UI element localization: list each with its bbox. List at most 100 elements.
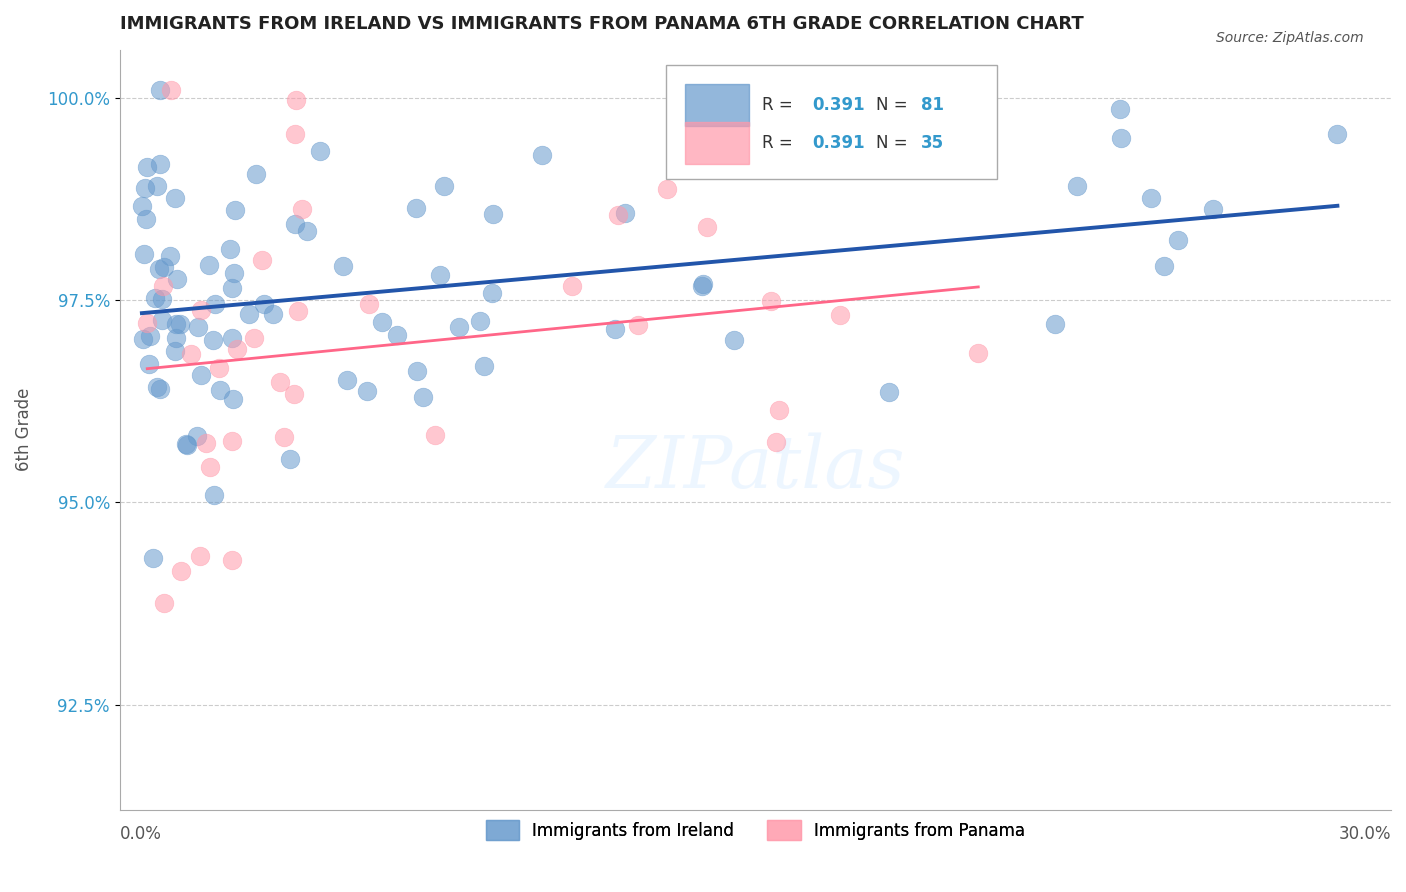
Point xyxy=(423,428,446,442)
Point xyxy=(149,382,172,396)
Point xyxy=(134,247,156,261)
Point xyxy=(238,307,260,321)
Point xyxy=(197,258,219,272)
Point xyxy=(269,375,291,389)
Point xyxy=(1140,191,1163,205)
Point xyxy=(696,220,718,235)
Point xyxy=(332,259,354,273)
Point xyxy=(165,331,187,345)
Point xyxy=(447,320,470,334)
Point xyxy=(1108,102,1130,116)
Point xyxy=(169,564,191,578)
Point xyxy=(1326,127,1348,141)
Point xyxy=(531,147,554,161)
Point xyxy=(160,83,183,97)
Y-axis label: 6th Grade: 6th Grade xyxy=(15,388,32,471)
Point xyxy=(828,308,851,322)
Point xyxy=(219,243,242,257)
Point xyxy=(273,429,295,443)
Point xyxy=(169,318,191,332)
Point xyxy=(186,429,208,443)
Point xyxy=(284,93,307,107)
Point xyxy=(135,212,157,227)
Point xyxy=(187,320,209,334)
Point xyxy=(208,383,231,397)
Point xyxy=(967,346,990,360)
Point xyxy=(142,550,165,565)
Point xyxy=(165,318,187,332)
Text: Source: ZipAtlas.com: Source: ZipAtlas.com xyxy=(1216,31,1364,45)
Point xyxy=(159,249,181,263)
Point xyxy=(221,392,243,406)
FancyBboxPatch shape xyxy=(685,122,749,164)
Point xyxy=(614,206,637,220)
Text: 81: 81 xyxy=(921,95,943,113)
Point xyxy=(149,156,172,170)
Text: 30.0%: 30.0% xyxy=(1339,825,1391,843)
Text: 0.391: 0.391 xyxy=(813,134,865,152)
Point xyxy=(180,346,202,360)
Point xyxy=(561,279,583,293)
Text: 0.0%: 0.0% xyxy=(120,825,162,843)
Point xyxy=(176,438,198,452)
Point xyxy=(243,331,266,345)
Point xyxy=(136,316,159,330)
Point xyxy=(150,293,173,307)
Point xyxy=(224,203,246,218)
Text: 0.391: 0.391 xyxy=(813,95,865,113)
Point xyxy=(1201,202,1223,216)
Point xyxy=(166,271,188,285)
Point xyxy=(472,359,495,374)
Point xyxy=(605,321,627,335)
Point xyxy=(146,380,169,394)
Point xyxy=(295,224,318,238)
FancyBboxPatch shape xyxy=(666,65,997,179)
Point xyxy=(143,291,166,305)
Point xyxy=(284,127,307,141)
Point xyxy=(1167,233,1189,247)
Point xyxy=(468,314,491,328)
Point xyxy=(174,437,197,451)
Point xyxy=(221,281,243,295)
Point xyxy=(225,343,247,357)
Point xyxy=(284,217,307,231)
Point xyxy=(208,361,231,376)
Point xyxy=(152,278,174,293)
Point xyxy=(132,332,155,346)
Point xyxy=(690,279,713,293)
Point xyxy=(163,344,186,359)
Point xyxy=(253,297,276,311)
Point xyxy=(224,266,246,280)
Point xyxy=(336,373,359,387)
Text: R =: R = xyxy=(762,134,797,152)
Point xyxy=(309,144,332,158)
Point xyxy=(657,182,679,196)
Point xyxy=(221,434,243,449)
Point xyxy=(153,595,176,609)
Point xyxy=(1153,259,1175,273)
Point xyxy=(148,262,170,277)
Text: IMMIGRANTS FROM IRELAND VS IMMIGRANTS FROM PANAMA 6TH GRADE CORRELATION CHART: IMMIGRANTS FROM IRELAND VS IMMIGRANTS FR… xyxy=(120,15,1084,33)
Point xyxy=(607,208,630,222)
Point xyxy=(153,260,176,274)
Text: N =: N = xyxy=(876,134,912,152)
Point xyxy=(482,207,505,221)
Point xyxy=(135,160,157,174)
Point xyxy=(195,435,218,450)
Point xyxy=(429,268,451,283)
Point xyxy=(412,390,434,404)
Point xyxy=(723,333,745,347)
FancyBboxPatch shape xyxy=(685,84,749,126)
Text: 35: 35 xyxy=(921,134,943,152)
Point xyxy=(190,368,212,383)
Point xyxy=(768,402,790,417)
Point xyxy=(134,181,156,195)
Point xyxy=(385,328,408,343)
Point xyxy=(204,297,226,311)
Point xyxy=(202,487,225,501)
Point xyxy=(1066,178,1088,193)
Point xyxy=(432,178,454,193)
Point xyxy=(262,307,284,321)
Point xyxy=(1109,131,1132,145)
Point xyxy=(150,313,173,327)
